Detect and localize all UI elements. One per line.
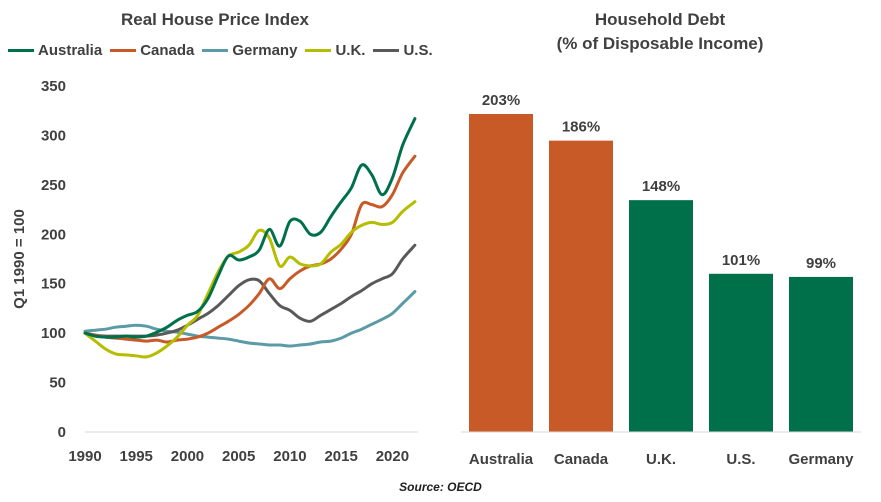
bar-value-label: 186% [562, 119, 600, 136]
bar-chart-subtitle: (% of Disposable Income) [556, 34, 764, 53]
legend-swatch [8, 49, 34, 52]
y-tick-label: 100 [41, 325, 66, 342]
legend-swatch [373, 49, 400, 52]
y-tick-label: 50 [49, 375, 66, 392]
series-line-germany [83, 290, 417, 348]
y-axis-label: Q1 1990 = 100 [11, 209, 28, 309]
legend-label: U.K. [335, 42, 366, 59]
legend-item-germany: Germany [202, 42, 297, 59]
x-tick-label: 1990 [68, 448, 101, 465]
bar-category-label: U.K. [646, 451, 676, 468]
bar-value-label: 203% [482, 92, 520, 109]
legend-swatch [305, 49, 332, 52]
bar-u-s [709, 273, 773, 432]
line-chart-legend: Australia Canada Germany U.K. U.S. [8, 42, 448, 59]
legend-swatch [110, 49, 137, 52]
legend-label: U.S. [403, 42, 433, 59]
source-note: Source: OECD [399, 480, 482, 494]
x-tick-label: 2020 [376, 448, 409, 465]
series-line-u-s [83, 243, 417, 338]
bar-value-label: 148% [642, 178, 680, 195]
x-tick-label: 2000 [171, 448, 204, 465]
bar-chart-title: Household Debt [594, 10, 726, 29]
bar-australia [469, 114, 533, 432]
bar-category-label: Australia [469, 451, 534, 468]
legend-item-canada: Canada [110, 42, 194, 59]
legend-label: Germany [232, 42, 298, 59]
x-tick-label: 2010 [273, 448, 306, 465]
bar-u-k [629, 200, 693, 432]
y-tick-label: 350 [41, 78, 66, 95]
series-line-australia [83, 117, 417, 339]
series-line-canada [83, 154, 417, 344]
x-tick-label: 2015 [324, 448, 357, 465]
legend-label: Canada [140, 42, 195, 59]
bar-category-label: Canada [554, 451, 609, 468]
bar-value-label: 101% [722, 252, 760, 269]
y-tick-label: 250 [41, 177, 66, 194]
y-tick-label: 150 [41, 276, 66, 293]
legend-item-u-s: U.S. [373, 42, 433, 59]
legend-item-u-k: U.K. [305, 42, 365, 59]
bar-canada [549, 140, 613, 432]
y-tick-label: 300 [41, 127, 66, 144]
y-tick-label: 0 [58, 424, 66, 441]
line-chart-title: Real House Price Index [120, 10, 310, 29]
bar-value-label: 99% [806, 255, 836, 272]
legend-label: Australia [38, 42, 103, 59]
y-tick-label: 200 [41, 226, 66, 243]
bar-germany [789, 276, 853, 432]
x-tick-label: 1995 [120, 448, 153, 465]
x-tick-label: 2005 [222, 448, 255, 465]
bar-category-label: Germany [788, 451, 854, 468]
legend-item-australia: Australia [8, 42, 102, 59]
bar-category-label: U.S. [726, 451, 755, 468]
series-line-u-k [83, 200, 417, 359]
legend-swatch [202, 49, 229, 52]
